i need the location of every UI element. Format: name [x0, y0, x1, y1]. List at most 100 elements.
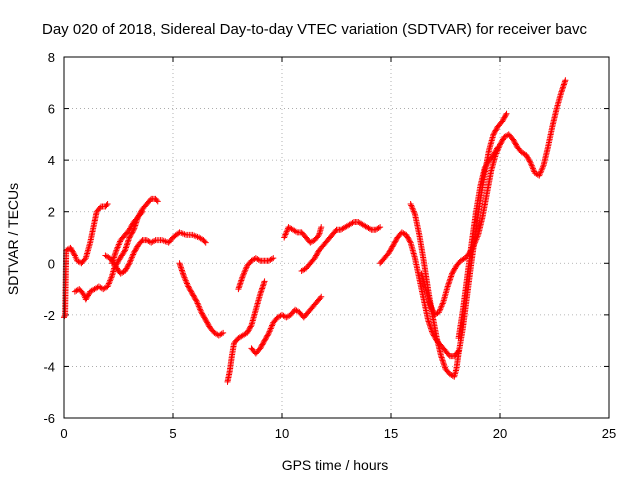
data-point [491, 130, 498, 137]
data-point [268, 324, 275, 331]
y-tick-label: 8 [48, 50, 55, 65]
data-point [200, 313, 207, 320]
data-point [220, 329, 227, 336]
data-point [499, 137, 506, 144]
data-point [375, 225, 382, 232]
data-point [501, 114, 508, 121]
data-point [410, 208, 417, 215]
data-point [197, 307, 204, 314]
data-point [188, 288, 195, 295]
data-point [247, 324, 254, 331]
data-point [132, 247, 139, 254]
data-point [130, 251, 137, 258]
data-point [108, 274, 115, 281]
data-point [154, 198, 161, 205]
data-series-segment-1 [71, 195, 161, 303]
data-point [490, 131, 497, 138]
data-point [183, 279, 190, 286]
data-point [255, 256, 262, 263]
data-point [490, 151, 497, 158]
data-point [562, 77, 569, 84]
data-point [318, 224, 325, 231]
data-point [474, 233, 481, 240]
data-point [79, 289, 86, 296]
y-tick-label: 0 [48, 256, 55, 271]
data-point [139, 208, 146, 215]
data-point [427, 301, 434, 308]
data-point [539, 163, 546, 170]
data-point [491, 150, 498, 157]
data-point [202, 317, 209, 324]
data-point [71, 251, 78, 258]
data-point [180, 273, 187, 280]
data-point [84, 293, 91, 300]
data-point [107, 276, 114, 283]
data-point [390, 240, 397, 247]
data-points [61, 77, 569, 385]
data-point [526, 158, 533, 165]
data-point [244, 328, 251, 335]
data-point [114, 265, 121, 272]
data-point [536, 172, 543, 179]
data-point [405, 235, 412, 242]
data-point [153, 197, 160, 204]
chart-title: Day 020 of 2018, Sidereal Day-to-day VTE… [42, 21, 587, 38]
data-point [245, 327, 252, 334]
data-point [128, 254, 135, 261]
data-point [403, 233, 410, 240]
data-point [409, 205, 416, 212]
data-point [113, 247, 120, 254]
data-point [61, 313, 68, 320]
data-point [530, 165, 537, 172]
data-point [524, 154, 531, 161]
data-point [450, 268, 457, 275]
data-point [127, 225, 134, 232]
x-tick-label: 25 [602, 426, 616, 441]
data-point [218, 330, 225, 337]
data-point [311, 255, 318, 262]
data-point [537, 169, 544, 176]
data-point [261, 337, 268, 344]
y-axis-label: SDTVAR / TECUs [5, 183, 21, 295]
data-point [261, 278, 268, 285]
data-point [138, 238, 145, 245]
data-point [528, 162, 535, 169]
data-point [103, 202, 110, 209]
x-tick-label: 10 [275, 426, 289, 441]
data-point [128, 230, 135, 237]
data-point [191, 293, 198, 300]
data-point [523, 151, 530, 158]
data-point [260, 340, 267, 347]
x-tick-label: 0 [60, 426, 67, 441]
data-point [269, 322, 276, 329]
data-point [437, 306, 444, 313]
data-point [193, 297, 200, 304]
data-point [512, 140, 519, 147]
data-point [404, 234, 411, 241]
data-point [182, 276, 189, 283]
data-point [539, 165, 546, 172]
data-point [264, 332, 271, 339]
data-point [312, 253, 319, 260]
data-point [114, 244, 121, 251]
data-point [196, 304, 203, 311]
x-tick-label: 20 [493, 426, 507, 441]
data-point [187, 287, 194, 294]
data-point [407, 200, 414, 207]
data-point [385, 249, 392, 256]
data-point [267, 326, 274, 333]
data-point [147, 197, 154, 204]
data-point [499, 136, 506, 143]
data-point [512, 141, 519, 148]
data-point [127, 257, 134, 264]
data-point [257, 345, 264, 352]
data-point [528, 161, 535, 168]
data-point [428, 304, 435, 311]
data-point [127, 258, 134, 265]
data-series-segment-5 [224, 278, 268, 385]
x-tick-label: 15 [384, 426, 398, 441]
data-point [185, 283, 192, 290]
data-point [199, 310, 206, 317]
data-point [201, 314, 208, 321]
data-point [123, 265, 130, 272]
